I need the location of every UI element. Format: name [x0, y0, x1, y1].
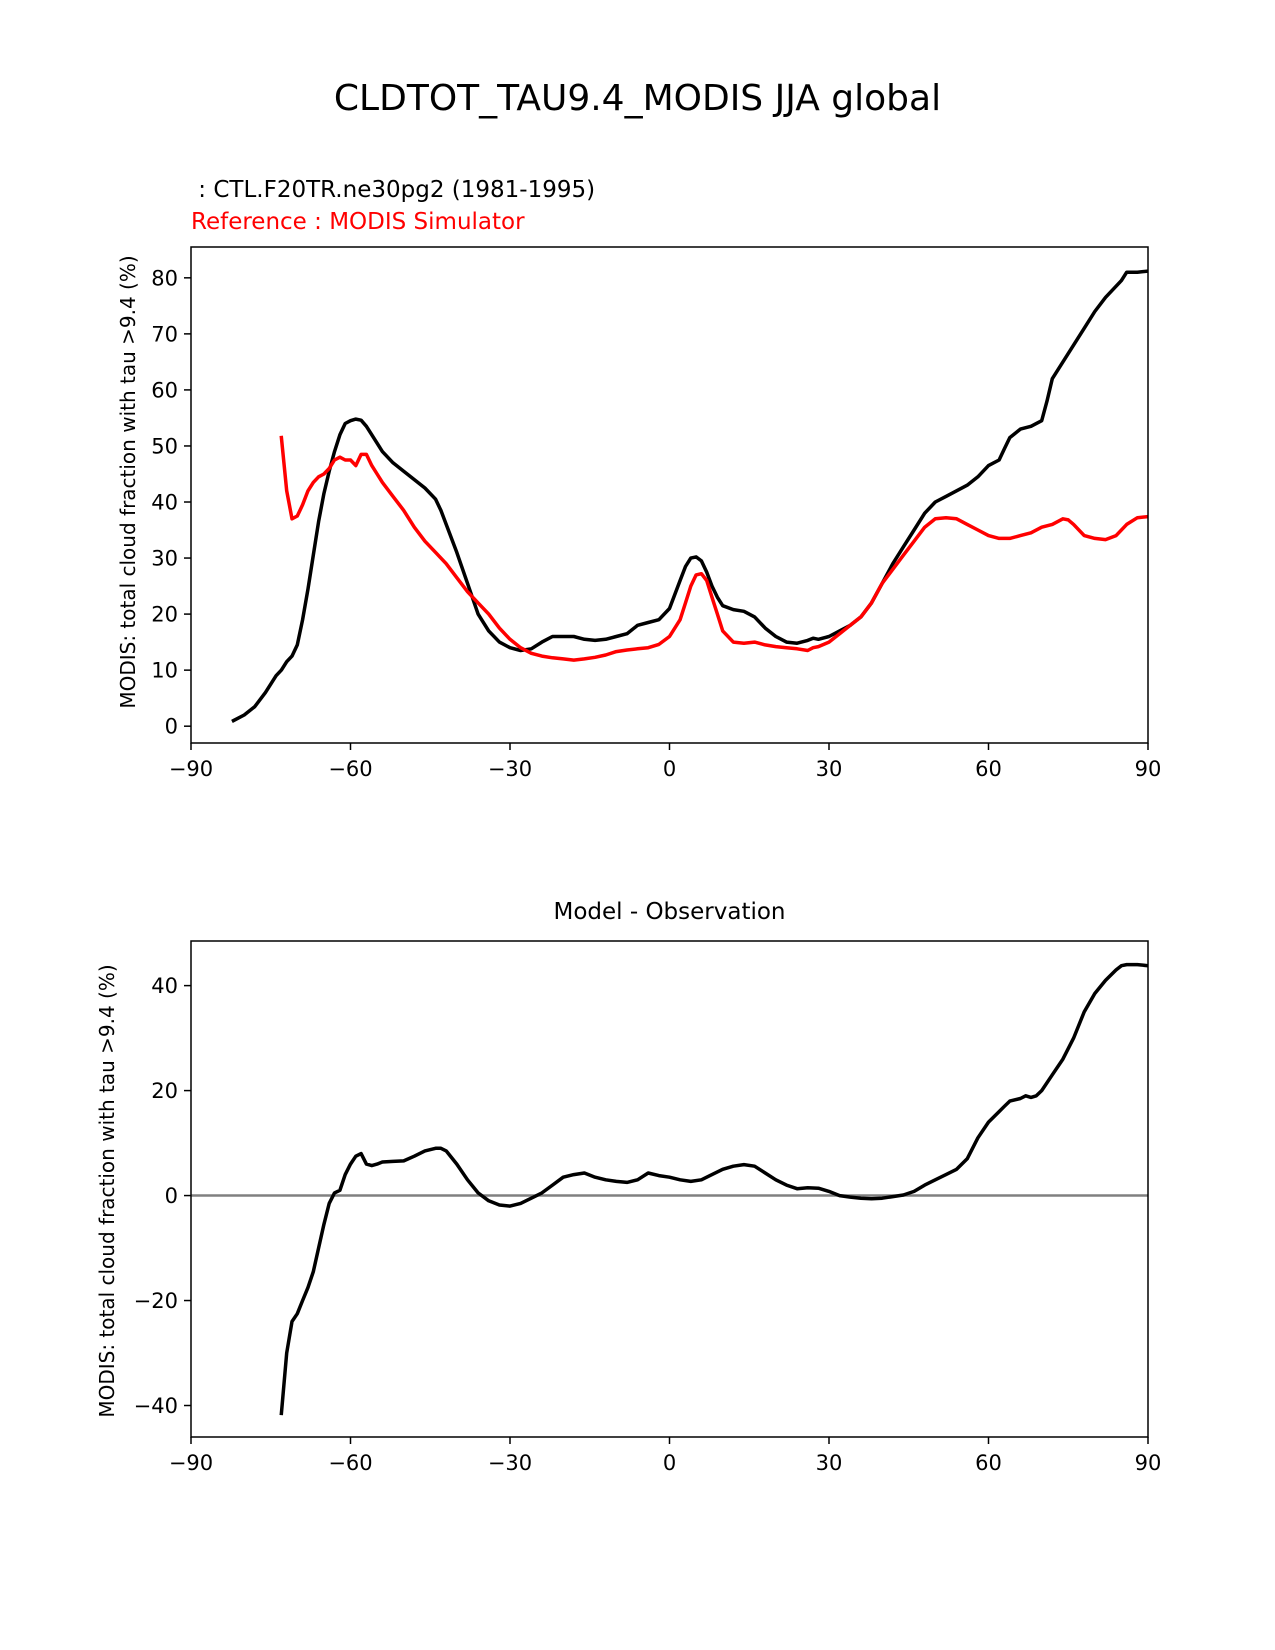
reference-label: Reference : MODIS Simulator	[191, 209, 525, 235]
y-tick-label: 80	[151, 266, 178, 290]
y-tick-label: 0	[165, 715, 178, 739]
x-tick-label: −90	[169, 1451, 213, 1475]
bottom-panel-title: Model - Observation	[553, 899, 785, 925]
y-tick-label: 30	[151, 547, 178, 571]
series-line-difference	[279, 962, 1148, 1416]
x-tick-label: 60	[975, 1451, 1002, 1475]
top-ylabel: MODIS: total cloud fraction with tau >9.…	[116, 255, 140, 708]
y-tick-label: −40	[134, 1394, 178, 1418]
x-tick-label: −30	[488, 1451, 532, 1475]
x-tick-label: −60	[328, 757, 372, 781]
bottom-panel: −90 −60 −30 0 30 60 90 −40 −20 0 20 40	[134, 940, 1162, 1475]
y-tick-label: 10	[151, 659, 178, 683]
x-tick-label: 60	[975, 757, 1002, 781]
x-tick-label: −60	[328, 1451, 372, 1475]
series-line-reference	[279, 435, 1148, 662]
bottom-ylabel: MODIS: total cloud fraction with tau >9.…	[95, 964, 119, 1417]
y-tick-label: 70	[151, 322, 178, 346]
x-tick-label: 0	[663, 1451, 676, 1475]
y-tick-label: −20	[134, 1289, 178, 1313]
y-tick-label: 40	[151, 974, 178, 998]
y-tick-label: 20	[151, 603, 178, 627]
series-line-test	[231, 269, 1148, 723]
x-tick-label: 30	[816, 1451, 843, 1475]
x-tick-label: 0	[663, 757, 676, 781]
figure-suptitle: CLDTOT_TAU9.4_MODIS JJA global	[334, 78, 941, 119]
y-tick-label: 40	[151, 491, 178, 515]
y-tick-label: 0	[165, 1184, 178, 1208]
x-tick-label: −90	[169, 757, 213, 781]
x-tick-label: 30	[816, 757, 843, 781]
test-run-label: : CTL.F20TR.ne30pg2 (1981-1995)	[191, 177, 595, 203]
x-tick-label: −30	[488, 757, 532, 781]
x-tick-label: 90	[1135, 1451, 1162, 1475]
y-tick-label: 50	[151, 434, 178, 458]
axes-frame	[190, 940, 1149, 1438]
top-panel: −90 −60 −30 0 30 60 90 0 10 20 30 40 50 60 70 80	[151, 246, 1162, 781]
y-tick-label: 60	[151, 378, 178, 402]
x-tick-label: 90	[1135, 757, 1162, 781]
axes-frame	[190, 246, 1149, 744]
y-tick-label: 20	[151, 1079, 178, 1103]
